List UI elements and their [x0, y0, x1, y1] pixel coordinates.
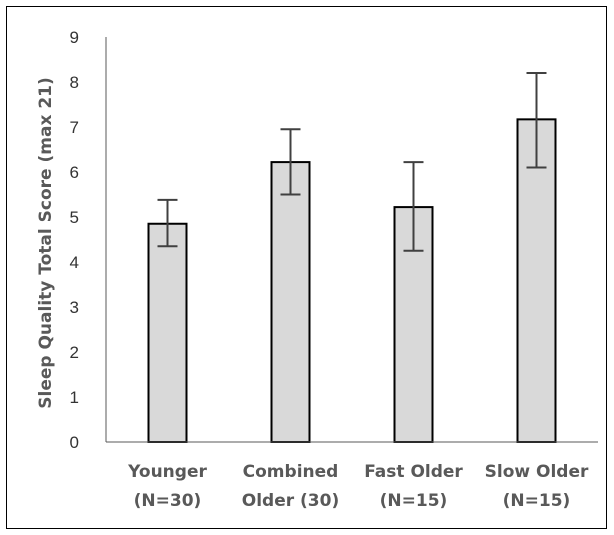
- x-axis: Younger (N=30) Combined Older (30) Fast Olde…: [106, 441, 598, 511]
- y-axis: 0 1 2 3 4 5 6 7 8 9: [70, 28, 107, 452]
- y-tick-label: 1: [70, 388, 79, 407]
- y-tick-label: 4: [70, 253, 79, 272]
- x-category-label: Slow Older: [485, 462, 589, 482]
- y-tick-label: 7: [70, 118, 79, 137]
- x-category-label: Fast Older: [364, 462, 463, 482]
- bars: [147, 118, 557, 443]
- bar: [270, 161, 311, 443]
- y-tick-label: 9: [70, 28, 79, 47]
- y-tick-label: 3: [70, 298, 79, 317]
- bar: [147, 222, 188, 443]
- y-tick-label: 5: [70, 208, 79, 227]
- y-axis-label: Sleep Quality Total Score (max 21): [36, 77, 56, 408]
- x-category-label: Combined: [243, 462, 339, 482]
- x-category-label: Older (30): [242, 491, 339, 511]
- y-tick-label: 2: [70, 343, 79, 362]
- y-tick-label: 8: [70, 73, 79, 92]
- y-tick-label: 0: [70, 433, 79, 452]
- x-category-label: (N=15): [380, 491, 448, 511]
- x-category-label: Younger: [127, 462, 207, 482]
- y-tick-label: 6: [70, 163, 79, 182]
- x-category-label: (N=30): [134, 491, 202, 511]
- error-bars: [157, 72, 547, 252]
- x-category-label: (N=15): [503, 491, 571, 511]
